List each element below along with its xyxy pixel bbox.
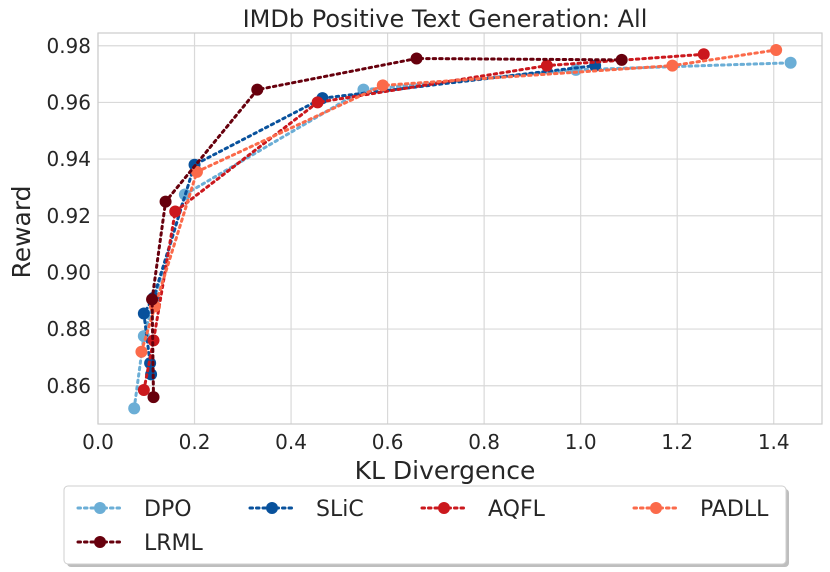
- data-point-padll: [135, 345, 148, 358]
- x-tick-label: 1.2: [661, 430, 693, 454]
- y-tick-label: 0.94: [46, 147, 91, 171]
- legend-entries: DPO SLiC AQFL PADLL LRML: [76, 497, 769, 556]
- x-tick-label: 0.2: [179, 430, 211, 454]
- data-point-lrml: [615, 53, 628, 66]
- data-point-padll: [770, 44, 783, 56]
- y-tick-label: 0.98: [46, 34, 91, 58]
- series-layer: [128, 44, 797, 415]
- legend-item-padll: PADLL: [632, 497, 769, 522]
- legend-label-aqfl: AQFL: [488, 497, 546, 522]
- legend: DPO SLiC AQFL PADLL LRML: [63, 485, 789, 567]
- legend-item-aqfl: AQFL: [420, 497, 546, 522]
- legend-label-padll: PADLL: [700, 497, 769, 522]
- legend-label-dpo: DPO: [144, 497, 192, 522]
- data-point-aqfl: [540, 59, 553, 72]
- data-point-dpo: [128, 402, 141, 415]
- legend-item-dpo: DPO: [76, 497, 192, 522]
- legend-marker-slic: [266, 502, 278, 514]
- data-point-aqfl: [311, 96, 324, 109]
- grid: [97, 33, 822, 424]
- x-tick-label: 0.0: [82, 430, 114, 454]
- y-tick-label: 0.90: [46, 260, 91, 284]
- legend-marker-padll: [650, 502, 662, 514]
- legend-item-lrml: LRML: [76, 531, 204, 556]
- data-point-lrml: [147, 391, 160, 404]
- data-point-aqfl: [697, 48, 710, 61]
- data-point-aqfl: [147, 334, 160, 347]
- tick-labels: 0.0 0.2 0.4 0.6 0.8 1.0 1.2 1.4 0.86 0.88 0.90 0.92…: [46, 34, 789, 454]
- data-point-aqfl: [137, 384, 150, 396]
- data-point-slic: [137, 307, 150, 320]
- x-axis-label: KL Divergence: [355, 456, 536, 485]
- data-point-dpo: [784, 56, 797, 69]
- x-tick-label: 0.6: [372, 430, 404, 454]
- data-point-lrml: [410, 52, 423, 65]
- legend-label-slic: SLiC: [316, 497, 364, 522]
- legend-marker-dpo: [94, 502, 106, 514]
- legend-marker-lrml: [94, 536, 106, 548]
- series-lrml: [146, 52, 628, 404]
- legend-box: [63, 485, 787, 565]
- chart-title: IMDb Positive Text Generation: All: [243, 5, 648, 33]
- data-point-dpo: [357, 83, 370, 96]
- y-tick-label: 0.88: [46, 317, 91, 341]
- data-point-lrml: [146, 293, 159, 306]
- data-point-lrml: [159, 195, 172, 208]
- y-tick-label: 0.86: [46, 374, 91, 398]
- data-point-aqfl: [169, 205, 182, 218]
- legend-marker-aqfl: [438, 502, 450, 514]
- y-tick-label: 0.92: [46, 204, 91, 228]
- x-tick-label: 1.4: [758, 430, 790, 454]
- data-point-padll: [666, 59, 679, 72]
- series-line-lrml: [150, 56, 624, 399]
- x-tick-label: 1.0: [565, 430, 597, 454]
- data-point-padll: [376, 79, 389, 92]
- plot-frame: [97, 32, 823, 425]
- x-tick-label: 0.4: [275, 430, 307, 454]
- y-axis-label: Reward: [7, 185, 36, 278]
- legend-item-slic: SLiC: [248, 497, 364, 522]
- legend-label-lrml: LRML: [144, 531, 204, 556]
- x-tick-label: 0.8: [468, 430, 500, 454]
- data-point-lrml: [251, 83, 264, 96]
- y-tick-label: 0.96: [46, 90, 91, 114]
